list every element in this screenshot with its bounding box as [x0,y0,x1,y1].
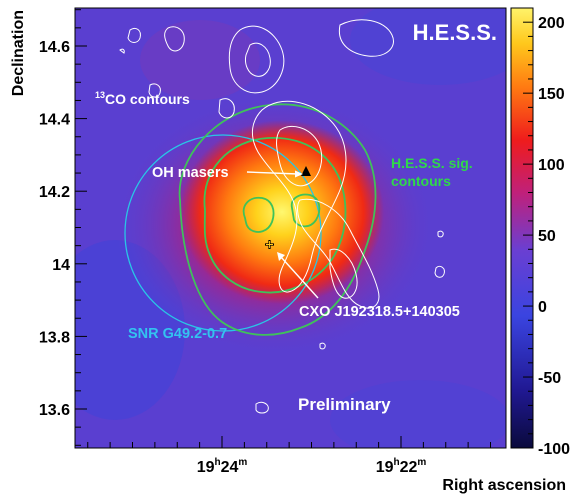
oh-maser-arrow [246,170,303,178]
colorbar-tick-label: 200 [538,15,565,32]
y-axis: 13.6 13.8 14 14.2 14.4 14.6 [39,9,87,446]
colorbar-tick-label: 150 [538,86,565,103]
y-tick-label: 14 [52,257,70,274]
oh-maser-triangle-icon [301,166,311,176]
cold-patch [350,8,506,85]
snr-circle [124,134,322,332]
hess-sig-contour [178,103,377,336]
snr-label: SNR G49.2-0.7 [128,326,227,342]
co-contours-label: 13CO contours [95,90,190,107]
y-tick-label: 14.6 [39,39,70,56]
hess-sig-label: contours [391,173,451,189]
hess-logo-label: H.E.S.S. [413,20,497,45]
cxo-arrow [277,252,319,299]
preliminary-label: Preliminary [298,395,391,414]
colorbar-tick-label: 100 [538,157,565,174]
y-tick-label: 13.8 [39,329,70,346]
cold-patch [330,380,506,448]
y-axis-title: Declination [10,10,27,96]
colorbar-tick-label: 50 [538,228,556,245]
y-tick-label: 14.4 [39,112,70,129]
colorbar-tick-label: 0 [538,299,547,316]
co-contours [119,19,445,414]
cxo-label: CXO J192318.5+140305 [299,304,460,320]
y-tick-label: 14.2 [39,184,70,201]
cxo-cross-icon [265,240,274,249]
hess-sig-contour [203,137,347,294]
x-tick-label: 19h22m [376,457,427,476]
hess-sig-label: H.E.S.S. sig. [391,155,473,171]
x-axis-title: Right ascension [442,477,566,494]
x-tick-label: 19h24m [197,457,248,476]
warm-patch [140,20,260,100]
y-tick-label: 13.6 [39,402,70,419]
colorbar-tick-label: -50 [538,370,561,387]
colorbar-axis: -100 -50 0 50 100 150 200 [523,7,570,458]
colorbar [510,7,534,449]
x-axis: 19h24m 19h22m [87,436,491,476]
oh-masers-label: OH masers [152,165,229,181]
hess-sig-contour [242,196,275,233]
colorbar-tick-label: -100 [538,441,570,458]
